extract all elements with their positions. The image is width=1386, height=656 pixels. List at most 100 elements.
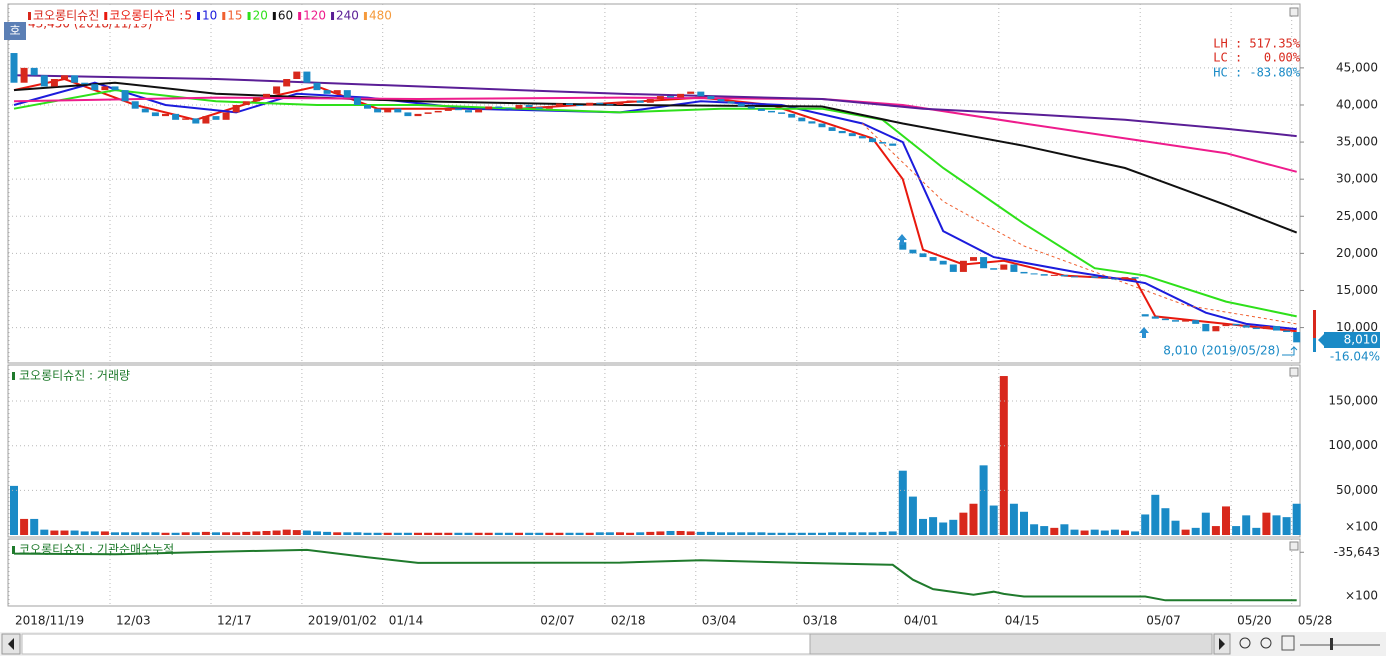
candle-body [475,109,483,113]
candle-body [1131,277,1139,279]
legend-item: 120 [303,9,326,23]
panel-button[interactable] [1289,7,1299,17]
volume-bar [545,532,554,535]
candle-body [1212,326,1220,332]
volume-bar [121,532,130,535]
volume-bar [1090,529,1099,535]
legend-swatch [12,546,15,554]
volume-bar [919,518,927,535]
volume-panel [7,364,1301,538]
volume-bar [939,522,948,535]
candle-body [697,91,705,97]
candle-body [909,249,917,254]
unit-label: ×100 [1345,589,1378,603]
volume-bar [403,532,412,535]
volume-bar [1252,527,1261,535]
candle-body [192,118,200,124]
lh-note: LH : 517.35% [1213,37,1300,51]
volume-bar [616,532,624,535]
badge: 호 [9,24,20,38]
candle-body [343,90,351,98]
volume-bar [636,532,645,535]
volume-bar [1151,494,1160,535]
volume-bar [484,532,493,535]
legend-swatch [222,12,226,20]
volume-bar [1161,508,1170,535]
x-tick-label: 2018/11/19 [15,614,84,628]
volume-bar [100,531,109,535]
scroll-area[interactable] [21,633,811,655]
candle-body [980,257,988,269]
candle-body [10,53,18,83]
volume-bar [504,532,513,535]
volume-bar [605,532,614,535]
candle-body [798,117,806,122]
volume-bar [908,496,917,535]
candle-body [444,108,452,111]
legend-swatch [197,12,200,20]
zoom-in[interactable] [1260,637,1272,649]
volume-bar [1141,514,1150,535]
volume-bar [656,531,665,535]
volume-bar [1242,515,1251,535]
candle-body [1172,320,1179,322]
last-arrow [1282,345,1298,356]
candle-body [757,108,765,111]
volume-bar [1050,527,1059,535]
institution-title: 코오롱티슈진 : 기관순매수누적 [19,543,174,557]
zoom-reset[interactable] [1281,635,1295,651]
zoom-knob[interactable] [1330,638,1333,650]
candle-body [1202,323,1210,332]
candle-body [273,86,281,94]
candle-body [364,104,371,109]
candle-body [374,108,382,113]
panel-button[interactable] [1289,367,1299,377]
candle-body [202,116,210,124]
volume-bar [494,532,503,535]
volume-bar [414,532,422,535]
ma-line [13,74,1297,138]
candle-body [20,67,28,83]
y-tick-label: 100,000 [1328,438,1378,452]
volume-bar [20,518,29,535]
candle-body [808,121,816,124]
volume-bar [1222,506,1230,535]
candle-body [303,71,311,83]
x-tick-label: 12/17 [217,614,252,628]
legend-swatch [28,12,31,20]
candle-body [616,102,624,105]
x-tick-label: 01/14 [389,614,424,628]
candle-body [222,112,230,120]
candle-body [232,104,240,113]
volume-bar [565,532,574,535]
candle-body [1151,316,1159,319]
candle-body [61,75,68,80]
y-tick-label: 30,000 [1336,172,1378,186]
x-tick-label: 05/20 [1237,614,1272,628]
ma-line [13,81,1297,331]
candle-body [424,112,432,114]
y-tick-label: 50,000 [1336,483,1378,497]
candle-body [1232,323,1240,326]
candle-body [949,264,957,272]
x-tick-label: 05/28 [1298,614,1333,628]
candle-body [566,103,573,105]
volume-bar [969,503,978,535]
candle-body [50,79,58,87]
volume-bar [1181,529,1190,535]
volume-bar [60,530,69,535]
candle-body [1283,330,1291,333]
x-tick-label: 04/01 [904,614,939,628]
zoom-out[interactable] [1239,637,1251,649]
volume-bar [929,517,938,535]
y-tick-label: 35,000 [1336,135,1378,149]
scroll-thumb[interactable] [809,633,1213,655]
volume-bar [383,532,392,535]
candle-body [515,104,523,109]
panel-button[interactable] [1289,541,1299,551]
volume-bar [818,532,826,535]
candle-body [889,143,897,146]
volume-bar [888,531,897,535]
ma-line [13,81,1298,234]
candle-body [485,106,493,110]
